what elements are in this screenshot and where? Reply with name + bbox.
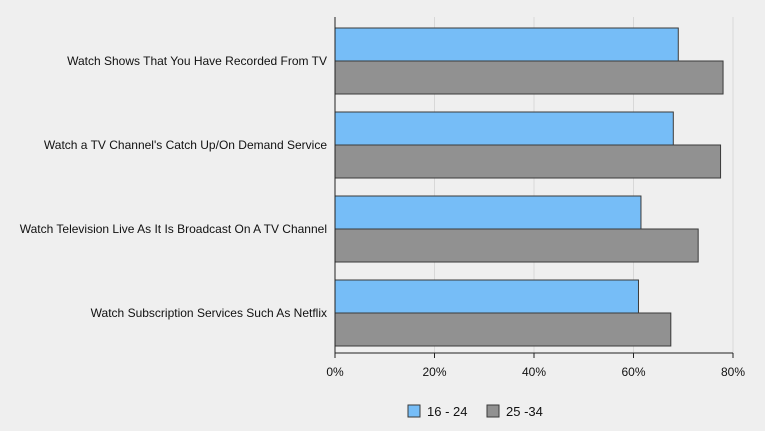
- x-tick-label: 40%: [522, 365, 546, 379]
- bars: [334, 27, 724, 347]
- x-tick-label: 60%: [621, 365, 645, 379]
- legend-swatch: [407, 404, 421, 418]
- legend-swatch: [486, 404, 500, 418]
- legend-label: 25 -34: [506, 404, 543, 419]
- legend: 16 - 24 25 -34: [407, 404, 543, 419]
- x-tick-labels: 0% 20% 40% 60% 80%: [326, 365, 745, 379]
- bar-series-1: [334, 279, 639, 314]
- axes: [334, 17, 734, 358]
- bar-series-2: [334, 312, 672, 347]
- x-tick-label: 80%: [721, 365, 745, 379]
- category-label: Watch Shows That You Have Recorded From …: [67, 54, 327, 68]
- category-label: Watch a TV Channel's Catch Up/On Demand …: [44, 138, 327, 152]
- x-tick-label: 20%: [422, 365, 446, 379]
- bar-series-2: [334, 228, 699, 263]
- bar-series-1: [334, 27, 679, 62]
- bar-series-1: [334, 195, 642, 230]
- category-labels: Watch Shows That You Have Recorded From …: [20, 54, 328, 320]
- legend-label: 16 - 24: [427, 404, 467, 419]
- category-label: Watch Subscription Services Such As Netf…: [91, 306, 327, 320]
- bar-series-2: [334, 144, 722, 179]
- bar-series-1: [334, 111, 674, 146]
- category-label: Watch Television Live As It Is Broadcast…: [20, 222, 327, 236]
- x-tick-label: 0%: [326, 365, 344, 379]
- bar-series-2: [334, 60, 724, 95]
